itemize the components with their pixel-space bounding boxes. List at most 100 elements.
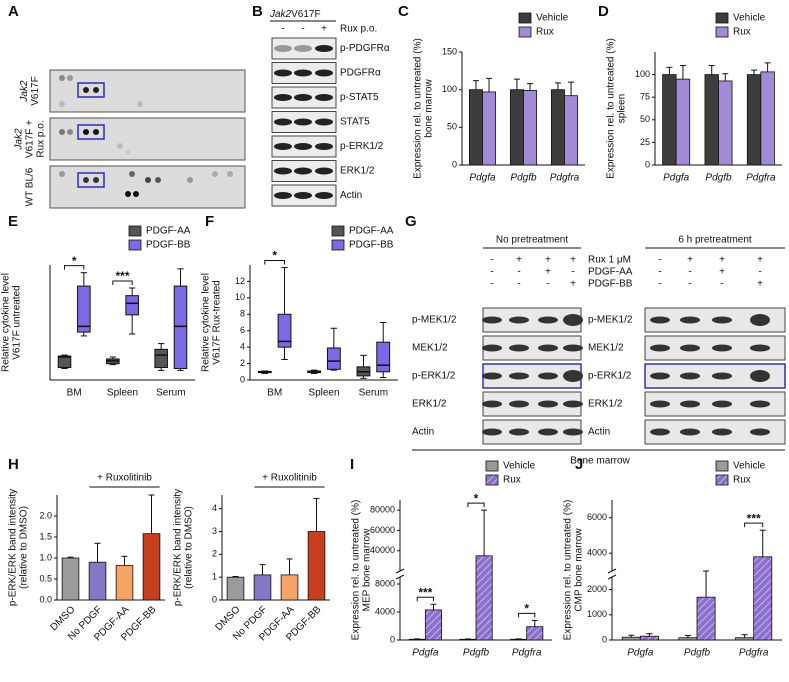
blot-band	[294, 192, 312, 199]
condition-sign: -	[571, 267, 574, 278]
condition-sign: -	[517, 267, 520, 278]
array-spot	[212, 171, 218, 177]
legend-swatch	[331, 239, 345, 251]
array-spot	[67, 75, 73, 81]
array-spot	[83, 129, 89, 135]
array-spot	[137, 101, 143, 107]
blot-band	[712, 316, 732, 324]
band-label: MEK1/2	[588, 343, 624, 354]
array-spot	[93, 177, 99, 183]
condition-sign: -	[517, 279, 520, 290]
box	[77, 285, 91, 333]
bar	[510, 638, 528, 641]
box	[57, 355, 72, 369]
y-axis-label: V617F Rux-treated	[212, 280, 223, 365]
y-tick-label: 0	[390, 634, 395, 644]
band-label: Actin	[588, 427, 610, 438]
treatment-label: Rux p.o.	[340, 24, 377, 35]
y-tick-label: 50	[447, 122, 457, 132]
panel-label: H	[8, 456, 19, 473]
legend-swatch	[518, 26, 532, 38]
blot-band	[482, 316, 502, 324]
bar	[88, 561, 107, 601]
blot-band	[315, 167, 333, 175]
array-spot	[125, 191, 131, 197]
blot-band	[680, 428, 700, 436]
band-label: p-PDGFRα	[340, 43, 390, 54]
y-tick-label: 100	[442, 84, 457, 94]
blot-band	[294, 69, 312, 77]
y-axis-label: CMP bone marrow	[574, 528, 585, 612]
legend-label: Vehicle	[733, 461, 766, 472]
bar	[226, 576, 245, 601]
band-label: PDGFRα	[340, 68, 381, 79]
significance-bracket	[467, 502, 485, 508]
x-tick-label: Pdgfb	[463, 648, 490, 659]
condition-sign: -	[688, 267, 691, 278]
panel-label: C	[398, 3, 409, 20]
bar	[696, 596, 716, 641]
y-tick-label: 8	[240, 309, 245, 319]
y-tick-label: 1000	[587, 609, 607, 619]
blot-band	[750, 314, 770, 326]
x-tick-label: Pdgfa	[627, 648, 654, 659]
bar	[61, 557, 80, 601]
blot-band	[294, 94, 312, 101]
row-label: Jak2	[19, 80, 30, 103]
significance: ***	[747, 511, 761, 525]
y-tick-label: 50	[640, 114, 650, 124]
bar	[280, 574, 299, 601]
blot-band	[274, 45, 292, 52]
blot-band	[650, 400, 670, 408]
blot-band	[509, 316, 529, 324]
box	[376, 341, 391, 373]
condition-sign: -	[490, 279, 493, 290]
condition-sign: +	[545, 255, 551, 266]
blot-band	[538, 316, 558, 324]
y-tick-label: 150	[442, 46, 457, 56]
condition-label: Rux 1 μM	[588, 255, 631, 266]
bar	[424, 609, 442, 641]
box	[125, 295, 139, 316]
x-tick-label: Spleen	[308, 388, 339, 399]
x-tick-label: Pdgfra	[512, 648, 542, 659]
x-tick-label: Pdgfra	[739, 648, 769, 659]
blot-band	[294, 143, 312, 150]
array-spot	[59, 171, 65, 177]
condition-sign: +	[545, 267, 551, 278]
condition-sign: -	[720, 279, 723, 290]
blot-band	[712, 372, 732, 380]
array-spot	[117, 143, 123, 149]
row-label: Rux p.o.	[36, 120, 47, 157]
blot-band	[274, 143, 292, 150]
blot-band	[315, 45, 333, 52]
array-spot	[227, 171, 233, 177]
band-label: p-ERK1/2	[412, 371, 456, 382]
y-tick-label: 2	[240, 358, 245, 368]
blot-band	[650, 428, 670, 436]
bar	[678, 637, 698, 641]
significance-bracket	[416, 596, 434, 602]
row-label: WT BL/6	[25, 167, 36, 206]
blot-band	[315, 192, 333, 199]
y-tick-label: 12	[235, 276, 245, 286]
y-axis-label: V617F untreated	[12, 285, 23, 360]
y-tick-label: 25	[640, 137, 650, 147]
blot-band	[538, 372, 558, 380]
bar	[526, 626, 544, 641]
y-tick-label: 0.0	[39, 594, 52, 604]
y-tick-label: 1	[212, 572, 217, 582]
condition-sign: -	[490, 267, 493, 278]
blot-header: No pretreatment	[496, 235, 568, 246]
x-tick-label: Pdgfa	[663, 173, 690, 184]
lane-sign: +	[321, 24, 327, 35]
legend-label: PDGF-AA	[146, 226, 191, 237]
legend-label: Vehicle	[503, 461, 536, 472]
condition-sign: -	[658, 279, 661, 290]
array-spot	[145, 177, 151, 183]
significance: *	[72, 254, 77, 268]
y-tick-label: 6000	[587, 512, 607, 522]
x-tick-label: BM	[267, 388, 282, 399]
array-spot	[93, 87, 99, 93]
